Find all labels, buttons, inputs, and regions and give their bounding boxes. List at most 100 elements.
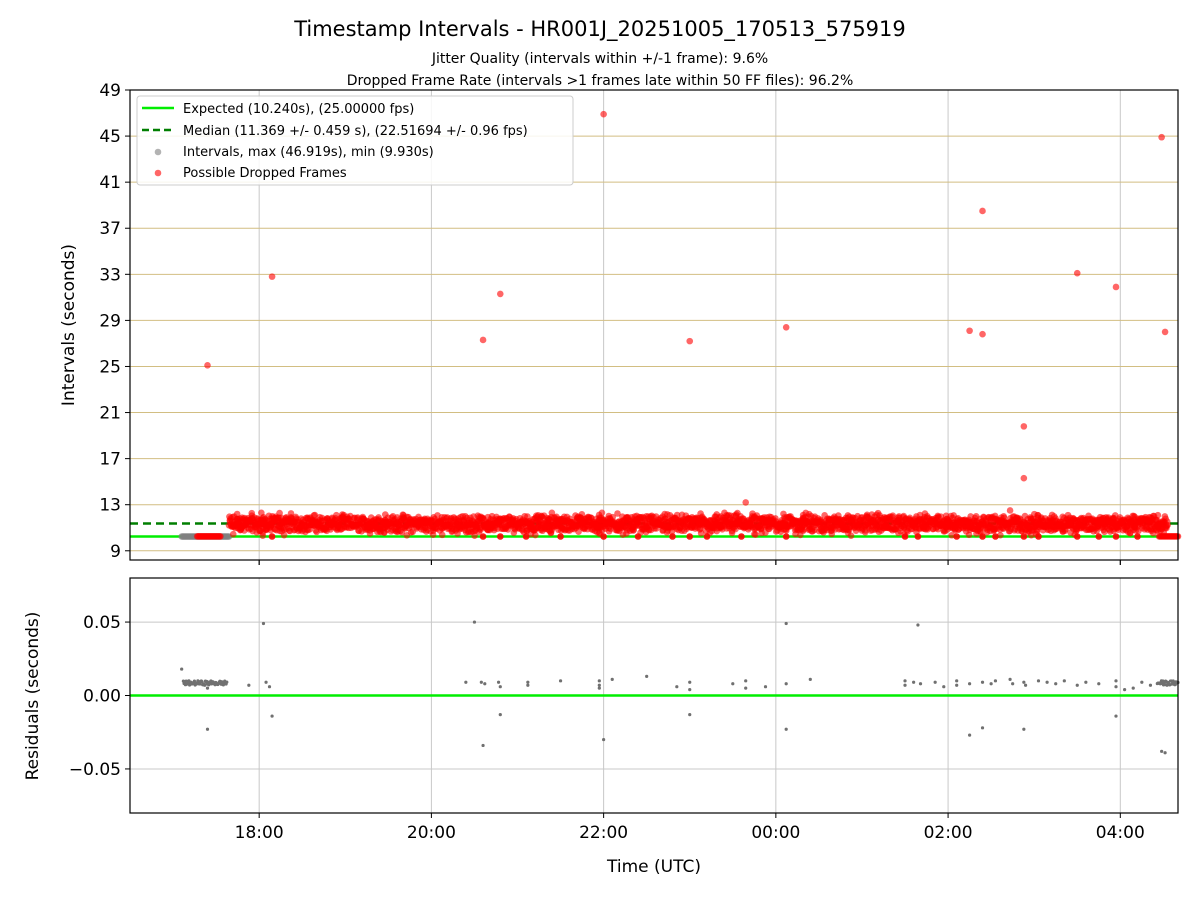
dropped-frame-outlier-point xyxy=(1073,269,1081,277)
dropped-frame-point xyxy=(217,533,224,540)
residual-point xyxy=(198,682,202,686)
dropped-frame-point xyxy=(757,525,765,533)
dropped-frame-point xyxy=(488,512,496,520)
dropped-frame-point xyxy=(747,521,754,529)
dropped-frame-point xyxy=(713,527,721,535)
dropped-frame-point xyxy=(424,526,431,534)
dropped-frame-point xyxy=(1073,533,1081,540)
dropped-frame-point xyxy=(793,520,800,528)
residual-point xyxy=(225,680,229,684)
dropped-frame-point xyxy=(648,516,656,524)
dropped-frame-outlier-point xyxy=(204,362,211,369)
dropped-frame-point xyxy=(624,526,631,534)
residual-point xyxy=(1114,714,1118,718)
dropped-frame-point xyxy=(311,511,319,519)
dropped-frame-point xyxy=(614,510,621,517)
dropped-frame-point xyxy=(382,516,389,524)
dropped-frame-point xyxy=(1064,511,1072,519)
dropped-frame-point xyxy=(778,523,785,531)
dropped-frame-point xyxy=(1095,533,1103,540)
residual-point xyxy=(1114,685,1118,689)
dropped-frame-point xyxy=(548,509,556,517)
dropped-frame-point xyxy=(913,513,920,520)
residuals-x-tick-label: 20:00 xyxy=(407,823,456,843)
dropped-frame-point xyxy=(524,513,531,520)
dropped-frame-point xyxy=(929,516,936,523)
dropped-frame-point xyxy=(304,515,312,523)
residual-point xyxy=(180,667,184,671)
residual-point xyxy=(1023,683,1028,687)
residual-point xyxy=(968,733,972,737)
dropped-frame-point xyxy=(538,525,545,532)
dropped-frame-point xyxy=(1164,521,1171,529)
dropped-frame-outlier-point xyxy=(268,273,276,280)
residual-point xyxy=(261,621,266,626)
dropped-frame-outlier-point xyxy=(966,327,973,335)
dropped-frame-point xyxy=(527,530,535,538)
dropped-frame-point xyxy=(534,512,542,519)
dropped-frame-point xyxy=(234,518,242,525)
dropped-frame-point xyxy=(973,530,980,537)
dropped-frame-point xyxy=(751,530,758,538)
chart-title: Timestamp Intervals - HR001J_20251005_17… xyxy=(293,17,906,42)
dropped-frame-point xyxy=(496,533,504,540)
residual-point xyxy=(989,682,993,686)
dropped-frame-point xyxy=(339,511,346,518)
dropped-frame-point xyxy=(454,530,461,537)
dropped-frame-point xyxy=(574,521,582,529)
dropped-frame-point xyxy=(686,533,694,540)
dropped-frame-outlier-point xyxy=(1161,328,1169,336)
residual-point xyxy=(903,679,907,683)
dropped-frame-point xyxy=(688,524,696,531)
residual-point xyxy=(763,685,768,689)
dropped-frame-point xyxy=(1059,513,1066,521)
dropped-frame-point xyxy=(979,533,986,540)
dropped-frame-point xyxy=(889,512,897,519)
residual-point xyxy=(912,680,916,684)
intervals-y-tick-label: 25 xyxy=(99,357,121,377)
residual-point xyxy=(1036,679,1041,683)
dropped-frame-outlier-point xyxy=(1020,474,1028,482)
residual-point xyxy=(597,683,601,687)
dropped-frame-outlier-point xyxy=(1112,283,1120,291)
dropped-frame-point xyxy=(1035,521,1043,528)
dropped-frame-point xyxy=(783,527,790,534)
residual-point xyxy=(675,685,679,689)
dropped-frame-point xyxy=(261,515,269,523)
dropped-frame-outlier-point xyxy=(1020,423,1028,430)
dropped-frame-point xyxy=(1013,514,1021,521)
dropped-frame-point xyxy=(380,529,388,536)
dropped-frame-point xyxy=(673,511,681,519)
dropped-frame-point xyxy=(374,528,381,536)
chart-subtitle-dropped: Dropped Frame Rate (intervals >1 frames … xyxy=(347,73,854,89)
dropped-frame-point xyxy=(1145,513,1153,521)
dropped-frame-point xyxy=(258,509,265,517)
residual-point xyxy=(496,680,501,684)
residual-point xyxy=(942,685,946,689)
intervals-y-tick-label: 21 xyxy=(99,404,121,424)
residual-point xyxy=(918,682,923,686)
dropped-frame-outlier-point xyxy=(1006,507,1014,514)
residual-point xyxy=(1097,682,1101,686)
dropped-frame-point xyxy=(268,533,276,540)
dropped-frame-point xyxy=(253,529,261,536)
dropped-frame-point xyxy=(545,523,553,530)
intervals-y-tick-label: 41 xyxy=(99,173,121,193)
dropped-frame-point xyxy=(818,527,825,535)
dropped-frame-point xyxy=(438,531,446,539)
intervals-y-axis-label: Intervals (seconds) xyxy=(59,244,79,406)
dropped-frame-point xyxy=(987,514,995,521)
dropped-frame-point xyxy=(476,525,484,532)
dropped-frame-point xyxy=(995,516,1003,524)
dropped-frame-point xyxy=(710,522,718,529)
residual-point xyxy=(968,682,972,686)
dropped-frame-point xyxy=(1088,525,1095,533)
dropped-frame-point xyxy=(596,528,603,536)
dropped-frame-point xyxy=(847,532,855,540)
dropped-frame-point xyxy=(839,526,847,533)
residuals-x-tick-label: 00:00 xyxy=(751,823,800,843)
dropped-frame-point xyxy=(233,510,241,518)
dropped-frame-point xyxy=(248,509,256,517)
dropped-frame-point xyxy=(278,520,286,528)
dropped-frame-point xyxy=(659,513,666,520)
